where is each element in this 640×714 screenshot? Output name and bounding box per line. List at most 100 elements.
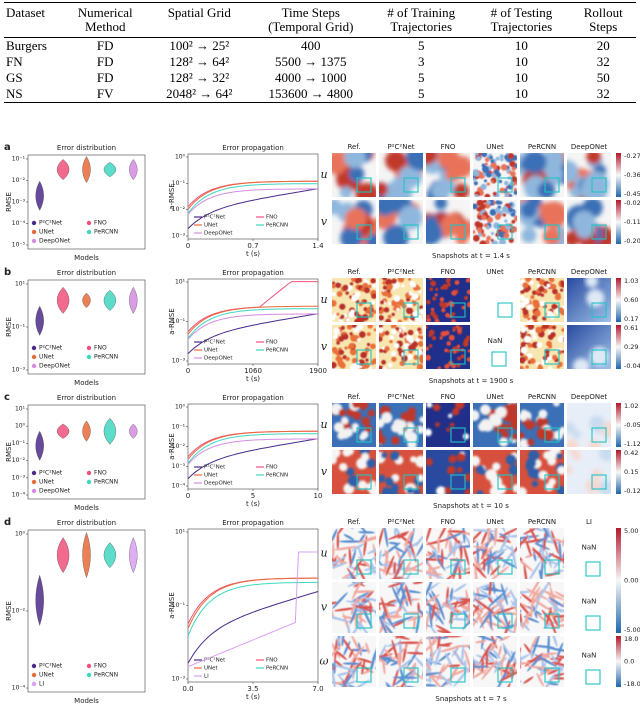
legend-swatch <box>86 220 92 226</box>
field-streak <box>536 672 544 687</box>
field-streak <box>488 582 492 600</box>
y-axis-label: a-RMSE <box>168 592 176 619</box>
zoom-box <box>544 224 560 240</box>
field-blob <box>457 356 462 361</box>
field-blob <box>419 308 423 315</box>
field-streak <box>357 657 373 664</box>
field-streak <box>526 588 549 601</box>
field-blob <box>350 335 357 342</box>
field-streak <box>358 533 366 543</box>
field-streak <box>379 600 381 611</box>
y-tick-label: 10⁻² <box>12 457 26 464</box>
field-blob <box>360 351 367 359</box>
colorbar-tick-label: -0.27 <box>624 152 640 160</box>
legend-swatch <box>31 354 37 360</box>
field-blob <box>511 422 517 431</box>
field-streak <box>426 658 432 671</box>
field-streak <box>473 603 481 621</box>
field-blob <box>481 153 488 158</box>
field-blob <box>540 293 545 297</box>
field-blob <box>512 413 517 423</box>
panel-label: a <box>4 142 11 153</box>
field-streak <box>393 636 410 640</box>
snapshot-field <box>379 405 423 447</box>
snapshot-image <box>473 450 517 494</box>
field-streak <box>494 528 498 547</box>
field-blob <box>380 300 385 305</box>
y-tick-label: 10⁻³ <box>172 463 186 470</box>
field-streak <box>350 645 365 662</box>
field-streak <box>493 636 504 640</box>
field-blob <box>530 295 535 300</box>
field-blob <box>384 330 390 336</box>
field-blob <box>432 296 437 301</box>
field-streak <box>379 656 393 660</box>
legend-label: FNO <box>266 658 278 664</box>
snapshot-field <box>379 636 423 687</box>
field-streak <box>397 641 423 644</box>
field-blob <box>456 452 466 462</box>
field-streak <box>473 610 479 623</box>
field-streak <box>370 561 376 575</box>
field-streak <box>448 664 461 668</box>
field-blob <box>452 407 460 416</box>
field-streak <box>374 653 376 669</box>
y-tick-label: 10¹ <box>175 279 186 286</box>
colorbar-tick-label: -0.20 <box>624 237 640 245</box>
field-streak <box>386 599 397 604</box>
field-streak <box>462 612 470 630</box>
zoom-box <box>403 302 419 318</box>
field-streak <box>442 532 463 541</box>
column-header: PeRCNN <box>528 268 556 276</box>
header-cell: # of Training Trajectories <box>387 5 456 34</box>
field-blob <box>546 340 552 347</box>
field-blob <box>349 282 354 286</box>
field-blob <box>333 334 338 339</box>
field-blob <box>461 305 466 310</box>
snapshot-field <box>567 450 611 494</box>
field-streak <box>511 545 517 570</box>
field-blob <box>382 285 388 290</box>
legend-label: P²C²Net <box>39 220 63 227</box>
header-row: Dataset Numerical Method Spatial Grid Ti… <box>4 2 636 38</box>
field-blob <box>366 342 371 347</box>
y-tick-label: 10⁰ <box>175 154 186 161</box>
row-label: u <box>320 293 327 306</box>
field-blob <box>363 287 370 294</box>
field-streak <box>434 597 439 616</box>
field-streak <box>460 544 463 560</box>
field-blob <box>370 361 375 365</box>
legend-swatch <box>31 363 37 369</box>
legend-label: DeepONet <box>204 231 233 237</box>
field-blob <box>379 418 385 428</box>
column-header: FNO <box>441 518 456 526</box>
field-blob <box>419 354 423 358</box>
table-cell: 128² → 32² <box>169 70 230 85</box>
field-streak <box>495 528 506 533</box>
field-blob <box>537 364 542 369</box>
snapshot-image <box>567 200 611 244</box>
legend-label: FNO <box>94 345 107 352</box>
zoom-box <box>403 667 419 683</box>
snapshot-image <box>379 403 423 447</box>
snapshot-field <box>379 582 423 633</box>
field-streak <box>426 636 449 640</box>
violin <box>103 162 117 178</box>
snapshot-image <box>520 636 564 687</box>
legend-label: P²C²Net <box>204 657 226 664</box>
field-blob <box>567 422 576 434</box>
field-blob <box>520 289 525 294</box>
zoom-box <box>403 474 419 490</box>
zoom-box <box>585 669 601 685</box>
legend-swatch <box>31 479 37 485</box>
snapshot-caption: Snapshots at t = 7 s <box>435 695 507 703</box>
field-blob <box>379 474 386 483</box>
field-streak <box>335 554 344 565</box>
field-streak <box>426 570 445 579</box>
legend-label: UNet <box>204 473 219 479</box>
legend-label: UNet <box>204 666 219 672</box>
column-header: Ref. <box>347 268 360 276</box>
field-streak <box>460 605 470 612</box>
field-blob <box>493 169 500 175</box>
field-streak <box>413 615 416 631</box>
